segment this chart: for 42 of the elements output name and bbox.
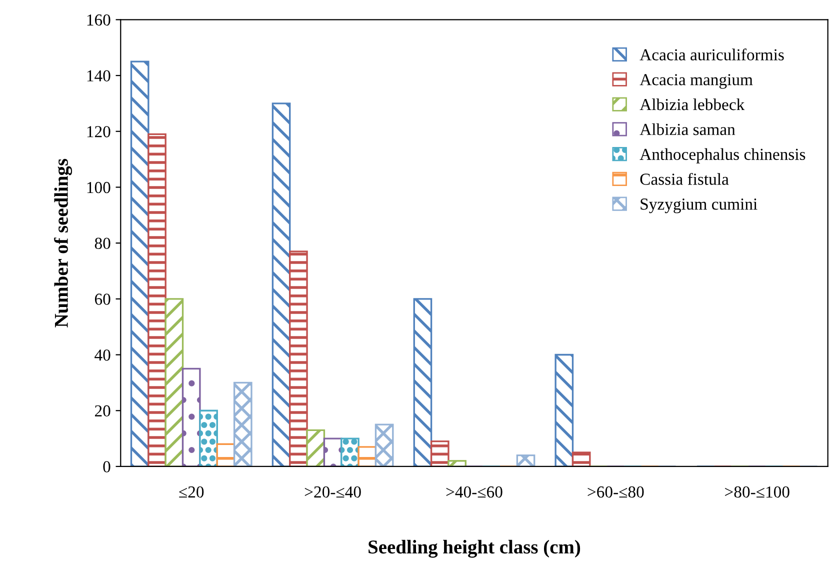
- y-tick-label: 160: [87, 14, 110, 26]
- legend-label: Acacia mangium: [640, 74, 753, 89]
- y-tick-label: 40: [94, 349, 110, 361]
- bar: [572, 452, 591, 466]
- y-axis-title: Number of seedlings: [54, 158, 72, 328]
- bar: [182, 368, 201, 466]
- bar: [272, 102, 291, 466]
- bar: [358, 446, 377, 466]
- bar: [130, 60, 150, 466]
- bar: [164, 298, 184, 466]
- y-tick-label: 0: [103, 461, 110, 472]
- bar: [374, 424, 394, 466]
- y-tick-label: 20: [94, 405, 110, 417]
- bar: [554, 354, 574, 466]
- legend-label: Albizia saman: [640, 123, 736, 136]
- legend-label: Anthocephalus chinensis: [640, 148, 806, 164]
- x-axis-title: Seedling height class (cm): [368, 540, 580, 558]
- legend-label: Acacia auriculiformis: [640, 48, 784, 60]
- x-tick-label: >20-≤40: [304, 486, 361, 498]
- x-tick-label: >60-≤80: [588, 486, 644, 498]
- bar: [199, 410, 218, 466]
- bar: [306, 429, 326, 466]
- bar: [233, 382, 252, 466]
- bar: [340, 438, 360, 466]
- bar: [430, 440, 450, 466]
- y-tick-label: 60: [94, 294, 110, 305]
- bar: [516, 454, 536, 466]
- x-tick-label: >80-≤100: [725, 486, 790, 498]
- bar: [148, 133, 166, 466]
- bar: [413, 298, 432, 466]
- y-tick-label: 120: [87, 126, 110, 138]
- x-tick-label: ≤20: [179, 486, 204, 498]
- y-tick-label: 100: [87, 182, 110, 194]
- y-tick-label: 80: [94, 238, 110, 250]
- legend-label: Syzygium cumini: [640, 198, 758, 214]
- bar: [323, 438, 342, 466]
- bar: [289, 250, 308, 466]
- bar: [448, 460, 466, 466]
- x-tick-label: >40-≤60: [446, 486, 502, 498]
- legend-label: Cassia fistula: [640, 172, 729, 185]
- y-tick-label: 140: [87, 70, 110, 82]
- legend-label: Albizia lebbeck: [640, 98, 745, 110]
